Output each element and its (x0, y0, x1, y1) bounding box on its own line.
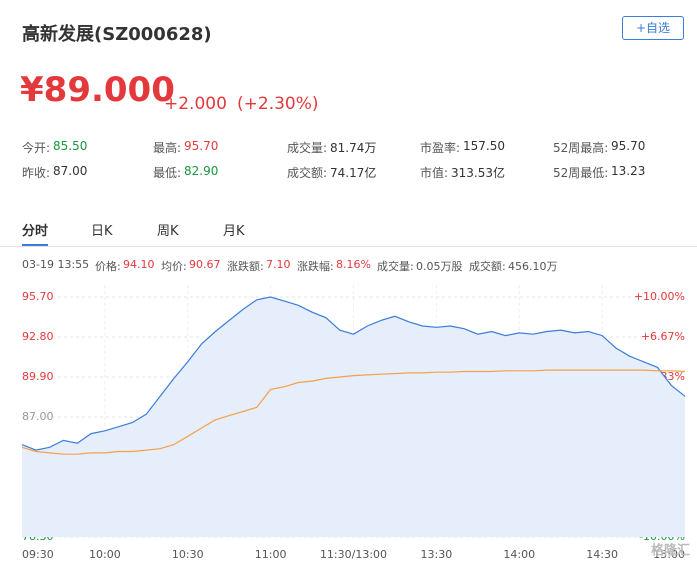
x-tick-label: 14:00 (503, 548, 535, 561)
stat-value: 81.74万 (330, 141, 377, 155)
info-item: 456.10万 (508, 260, 558, 273)
stat-label: 最低: (153, 166, 182, 180)
stat-value: 13.23 (611, 164, 646, 178)
info-item: 7.10 (266, 258, 291, 271)
y2-tick-label: +10.00% (634, 290, 685, 303)
stat-value: 87.00 (53, 164, 88, 178)
stat-label: 成交量: (287, 141, 328, 155)
stat-value: 95.70 (611, 139, 646, 153)
stat-value: 74.17亿 (330, 166, 377, 180)
x-tick-label: 10:30 (172, 548, 204, 561)
x-tick-label: 11:00 (255, 548, 287, 561)
info-item: 涨跌额: (227, 260, 264, 273)
y-tick-label: 87.00 (22, 410, 54, 423)
info-item: 价格: (95, 260, 121, 273)
line (21, 369, 686, 455)
x-tick-label: 10:00 (89, 548, 121, 561)
info-item: 0.05万股 (416, 260, 463, 273)
y-tick-label: 89.90 (22, 370, 54, 383)
info-item: 成交量: (377, 260, 414, 273)
logo: 格隆汇 (651, 543, 690, 559)
y-tick-label: 92.80 (22, 330, 54, 343)
info-item: 8.16% (336, 258, 371, 271)
stat-label: 昨收: (22, 166, 51, 180)
area (22, 297, 685, 537)
price-change-pct: (+2.30%) (237, 94, 319, 114)
stat-label: 52周最低: (553, 166, 609, 180)
price-change: +2.000 (164, 94, 227, 114)
stat-label: 今开: (22, 141, 51, 155)
tab-divider (0, 246, 697, 247)
stock-title: 高新发展(SZ000628) (22, 24, 212, 45)
tab-underline (22, 244, 48, 246)
x-tick-label: 14:30 (586, 548, 618, 561)
tab[interactable]: 月K (223, 224, 245, 239)
tab[interactable]: 分时 (22, 224, 49, 239)
stat-label: 成交额: (287, 166, 328, 180)
y2-tick-label: +6.67% (641, 330, 685, 343)
stat-value: 95.70 (184, 139, 219, 153)
info-item: 03-19 13:55 (22, 258, 90, 271)
x-tick-label: 13:30 (421, 548, 453, 561)
stat-label: 市盈率: (420, 141, 461, 155)
line (21, 296, 686, 451)
stat-value: 82.90 (184, 164, 219, 178)
stat-value: 157.50 (463, 139, 505, 153)
stat-label: 市值: (420, 166, 449, 180)
info-item: 均价: (161, 260, 187, 273)
stat-label: 最高: (153, 141, 182, 155)
y-tick-label: 95.70 (22, 290, 54, 303)
info-item: 90.67 (189, 258, 221, 271)
tab[interactable]: 日K (91, 224, 113, 239)
info-item: 94.10 (123, 258, 155, 271)
watchlist-button[interactable]: +自选 (622, 16, 684, 40)
stat-value: 85.50 (53, 139, 88, 153)
chart: 格隆汇 09:30 10:00 10:30 11:00 11:30/13:00 13:30 1… (21, 285, 690, 561)
info-item: 涨跌幅: (297, 260, 334, 273)
x-tick-label: 15:00 (653, 548, 685, 561)
x-tick-label: 11:30/13:00 (320, 548, 387, 561)
stat-label: 52周最高: (553, 141, 609, 155)
x-tick-label: 09:30 (22, 548, 54, 561)
info-item: 成交额: (469, 260, 506, 273)
stat-value: 313.53亿 (451, 166, 505, 180)
price: ¥89.000 (20, 70, 175, 110)
tab[interactable]: 周K (157, 224, 179, 239)
